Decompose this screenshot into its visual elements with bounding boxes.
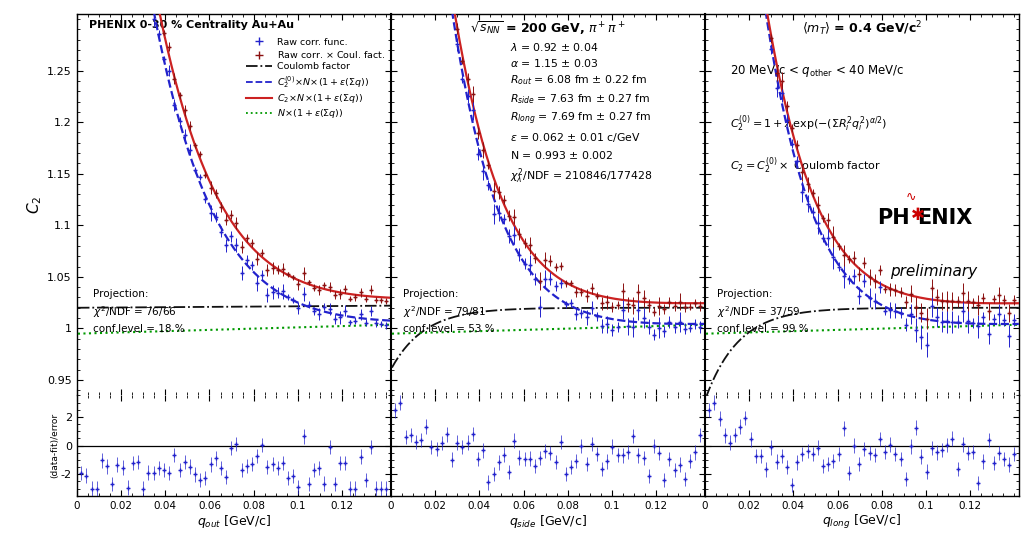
Text: $\lambda$ = 0.92 $\pm$ 0.04
$\alpha$ = 1.15 $\pm$ 0.03
$R_{out}$ = 6.08 fm $\pm$: $\lambda$ = 0.92 $\pm$ 0.04 $\alpha$ = 1… (510, 40, 652, 186)
Text: PHENIX 0-30 % Centrality Au+Au: PHENIX 0-30 % Centrality Au+Au (89, 19, 294, 29)
Text: 20 MeV/c < $q_{\mathrm{other}}$ < 40 MeV/c: 20 MeV/c < $q_{\mathrm{other}}$ < 40 MeV… (730, 64, 904, 79)
Y-axis label: (data-fit)/error: (data-fit)/error (50, 413, 59, 478)
X-axis label: $q_{side}$ [GeV/c]: $q_{side}$ [GeV/c] (509, 514, 587, 531)
X-axis label: $q_{out}$ [GeV/c]: $q_{out}$ [GeV/c] (197, 514, 271, 531)
Legend: Raw corr. func., Raw corr. $\times$ Coul. fact., Coulomb factor, $C_2^{(0)}\!\ti: Raw corr. func., Raw corr. $\times$ Coul… (243, 34, 389, 124)
Text: $\sqrt{s_{NN}}$ = 200 GeV, $\pi^+\pi^+$: $\sqrt{s_{NN}}$ = 200 GeV, $\pi^+\pi^+$ (470, 19, 626, 37)
Text: Projection:
$\chi^2$/NDF = 76/66
conf.level = 18 %: Projection: $\chi^2$/NDF = 76/66 conf.le… (92, 289, 184, 334)
Text: $C_2^{(0)} = 1+\lambda\,\exp(-(\Sigma R_i^2 q_i^2)^{\alpha/2})$: $C_2^{(0)} = 1+\lambda\,\exp(-(\Sigma R_… (730, 113, 888, 134)
Text: Projection:
$\chi^2$/NDF = 79/81
conf.level = 53 %: Projection: $\chi^2$/NDF = 79/81 conf.le… (403, 289, 495, 334)
X-axis label: $q_{long}$ [GeV/c]: $q_{long}$ [GeV/c] (822, 514, 901, 531)
Text: PH: PH (878, 208, 910, 228)
Text: $C_2 = C_2^{(0)} \times$ Coulomb factor: $C_2 = C_2^{(0)} \times$ Coulomb factor (730, 155, 882, 176)
Text: $\langle m_T \rangle$ = 0.4 GeV/c$^2$: $\langle m_T \rangle$ = 0.4 GeV/c$^2$ (802, 19, 922, 38)
Text: preliminary: preliminary (890, 264, 977, 279)
Text: ∿: ∿ (906, 191, 916, 204)
Text: ENIX: ENIX (916, 208, 972, 228)
Y-axis label: $C_2$: $C_2$ (26, 196, 44, 214)
Text: Projection:
$\chi^2$/NDF = 37/59
conf.level = 99 %: Projection: $\chi^2$/NDF = 37/59 conf.le… (718, 289, 809, 334)
Text: ✱: ✱ (910, 206, 925, 224)
